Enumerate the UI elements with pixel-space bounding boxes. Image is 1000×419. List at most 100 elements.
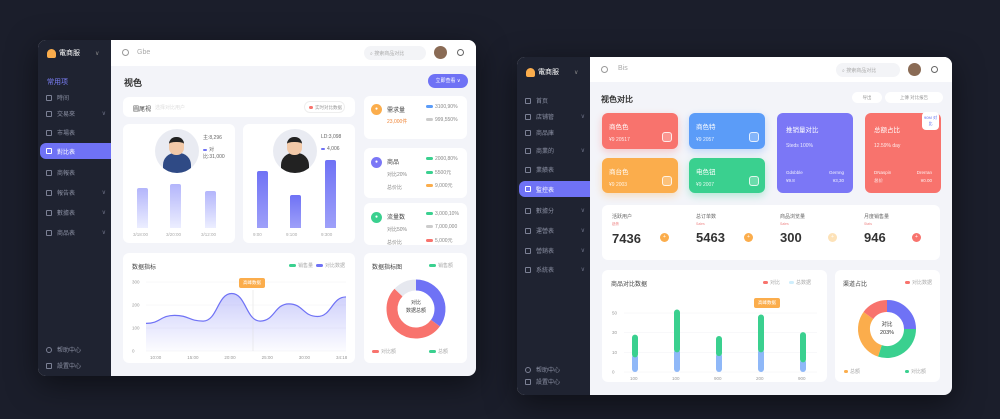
donut-slice bbox=[394, 279, 417, 297]
donut-slice bbox=[886, 300, 916, 330]
card-row: 5,000元 bbox=[426, 237, 453, 244]
card-sub: 对比50% bbox=[387, 227, 408, 233]
metric-card[interactable]: 商色特 ¥9 2057 bbox=[689, 113, 765, 149]
sidebar-item[interactable]: 對比表 bbox=[40, 143, 111, 159]
sidebar-item[interactable]: 系統表 ∨ bbox=[525, 265, 585, 274]
row-text: 5500元 bbox=[435, 170, 452, 176]
donut-title: 渠道占比 bbox=[843, 282, 868, 288]
sidebar-item[interactable]: 時间 bbox=[46, 93, 106, 102]
card-row: 9,000元 bbox=[426, 182, 453, 189]
sidebar-item[interactable]: 業績表 bbox=[525, 165, 585, 174]
view-button[interactable]: 立即查看 ∨ bbox=[428, 74, 468, 88]
legend-b: 总数据 bbox=[789, 279, 811, 286]
avatar[interactable] bbox=[434, 46, 447, 59]
sidebar-item[interactable]: 市場表 bbox=[46, 128, 106, 137]
sidebar-item[interactable]: 數據表 ∨ bbox=[46, 208, 106, 217]
menu-item-icon bbox=[525, 166, 531, 173]
sidebar-item-label: 商業的 bbox=[536, 149, 555, 155]
orange-badge-icon: ● bbox=[371, 104, 382, 115]
card-title: 推销量对比 bbox=[786, 127, 819, 134]
row-text: 9,000元 bbox=[435, 183, 453, 189]
big-metric-card[interactable]: 推销量对比 Steds 100% Gdsbble ¥9.8 Gernng ¥3,30 bbox=[777, 113, 853, 193]
legend-compare: 对比数据 bbox=[316, 262, 345, 269]
sidebar-item[interactable]: 交易來 ∨ bbox=[46, 109, 106, 118]
card-title: 商品 bbox=[387, 160, 400, 166]
sidebar-item[interactable]: 商業的 ∨ bbox=[525, 146, 585, 155]
stat-label: 月度销售量 bbox=[864, 214, 890, 220]
bar bbox=[205, 190, 216, 228]
metric-card[interactable]: 商色色 ¥9 20517 bbox=[602, 113, 678, 149]
logo-text: 電商服 bbox=[59, 50, 80, 57]
chevron-down-icon[interactable]: ∨ bbox=[574, 69, 579, 76]
upload-button[interactable]: 上傳 对比报告 bbox=[885, 92, 943, 103]
menu-item-icon bbox=[525, 186, 531, 192]
menu-item-icon bbox=[525, 113, 531, 120]
sidebar-item-label: 首页 bbox=[536, 99, 549, 105]
help-link[interactable]: 帮助中心 bbox=[46, 345, 106, 354]
center-value: 数据总额 bbox=[405, 308, 426, 314]
legend-label: 总数据 bbox=[796, 280, 812, 286]
menu-item-icon bbox=[46, 229, 52, 236]
sidebar-item[interactable]: 數據分 ∨ bbox=[525, 206, 585, 215]
metric-card[interactable]: 电色钮 ¥9 2007 bbox=[689, 158, 765, 193]
line-chart-card: 数据指标 销售量 对比数据 300 200 100 0 10:00 15:00 20:00 2… bbox=[123, 253, 355, 363]
menu-icon[interactable] bbox=[122, 49, 129, 56]
person-legend: 4,006 bbox=[321, 146, 340, 152]
big-metric-card[interactable]: 总额占比 12.59% day DNaspin 总价 Drerran ¥0.00 90… bbox=[865, 112, 941, 193]
person-avatar bbox=[273, 129, 317, 173]
settings-icon[interactable] bbox=[931, 66, 938, 73]
x-tick-label: 25:00 bbox=[262, 355, 274, 360]
bar-label: 9:300 bbox=[321, 232, 333, 237]
settings-link[interactable]: 設置中心 bbox=[46, 361, 106, 370]
x-tick-label: 30:00 bbox=[299, 355, 311, 360]
legend-top: 销售额 bbox=[429, 262, 453, 269]
stat-b: Gernng ¥3,30 bbox=[829, 170, 844, 183]
stat-sub: Stats bbox=[864, 222, 872, 226]
header: Bis ⌕ 搜索商品对比 bbox=[590, 57, 952, 82]
donut-center: 对比 203% bbox=[857, 321, 917, 337]
menu-item-icon bbox=[525, 227, 531, 234]
sidebar-item[interactable]: 首页 bbox=[525, 96, 585, 105]
settings-link[interactable]: 設置中心 bbox=[525, 377, 585, 386]
sidebar-item[interactable]: 店铺管 ∨ bbox=[525, 112, 585, 121]
help-label: 帮助中心 bbox=[536, 368, 561, 374]
search-input[interactable]: ⌕ 搜索商品对比 bbox=[836, 63, 900, 77]
x-tick-label: 900 bbox=[714, 376, 722, 381]
menu-item-icon bbox=[525, 247, 531, 254]
bar bbox=[170, 184, 181, 228]
refresh-icon[interactable] bbox=[457, 49, 464, 56]
sidebar-item[interactable]: 營銷表 ∨ bbox=[525, 246, 585, 255]
person-card: 主:8,296 对比:31,000 3/18:00 3/20:00 3/12:00 bbox=[123, 124, 235, 243]
stat-value: 946 bbox=[864, 230, 886, 245]
sidebar-item[interactable]: 報告表 ∨ bbox=[46, 188, 106, 197]
settings-label: 設置中心 bbox=[57, 364, 82, 370]
series-line bbox=[145, 292, 347, 324]
export-button[interactable]: 导出 bbox=[852, 92, 882, 103]
pill-label: 实时对比数据 bbox=[315, 105, 342, 110]
legend-label: 对比数据 bbox=[325, 263, 346, 269]
y-tick-label: 300 bbox=[132, 280, 140, 285]
center-label: 对比 bbox=[881, 322, 893, 328]
stat-icon: + bbox=[912, 233, 921, 242]
search-input[interactable]: ⌕ 搜索商品对比 bbox=[364, 46, 426, 60]
bar-segment bbox=[716, 335, 722, 357]
avatar[interactable] bbox=[908, 63, 921, 76]
sidebar-item[interactable]: 商品表 ∨ bbox=[46, 228, 106, 237]
sidebar-item[interactable]: 監控表 bbox=[519, 181, 590, 197]
help-link[interactable]: 帮助中心 bbox=[525, 365, 585, 374]
chevron-down-icon[interactable]: ∨ bbox=[95, 50, 100, 57]
card-sub2: 总价比 bbox=[387, 185, 403, 191]
sidebar-item[interactable]: 商品庫 bbox=[525, 128, 585, 137]
stat-icon: + bbox=[660, 233, 669, 242]
card-row: 3100,90% bbox=[426, 104, 458, 110]
chevron-down-icon: ∨ bbox=[580, 148, 585, 154]
sidebar-item[interactable]: 運營表 ∨ bbox=[525, 226, 585, 235]
sidebar-item-label: 店铺管 bbox=[536, 115, 555, 121]
person-card: LD:3,098 4,006 9:00 9:100 9:300 bbox=[243, 124, 355, 243]
sidebar-item[interactable]: 商報表 bbox=[46, 168, 106, 177]
realtime-pill[interactable]: 实时对比数据 bbox=[304, 101, 345, 113]
menu-icon[interactable] bbox=[601, 66, 608, 73]
bar-label: 9:00 bbox=[253, 232, 262, 237]
metric-card[interactable]: 商台色 ¥9 2003 bbox=[602, 158, 678, 193]
